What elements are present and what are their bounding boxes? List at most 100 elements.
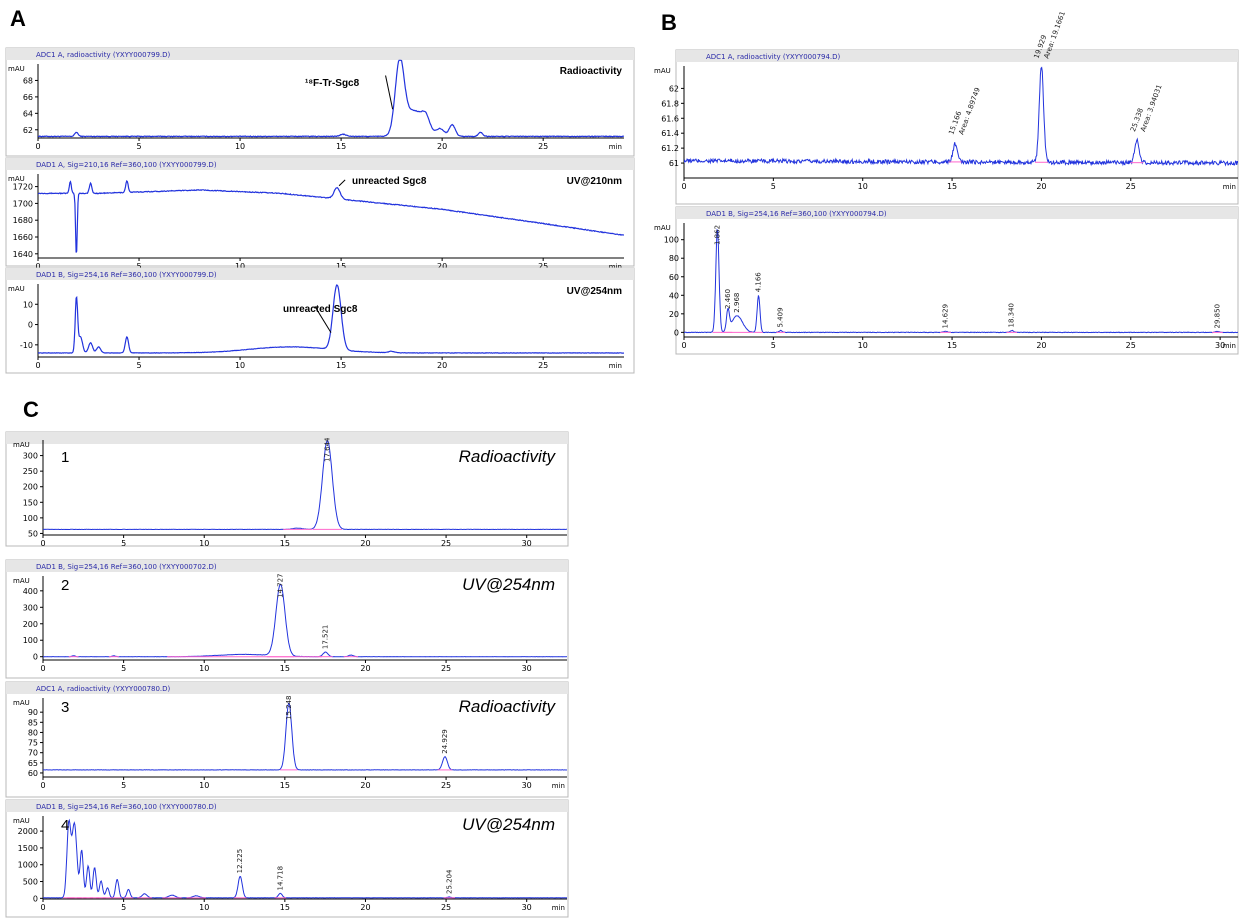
y-axis-label: mAU	[13, 699, 30, 707]
panel-title-bar	[676, 50, 1238, 62]
x-tick-label: 15	[336, 361, 346, 370]
y-tick-label: 60	[28, 769, 38, 778]
trace-label: UV@254nm	[462, 575, 555, 594]
x-tick-label: 25	[1126, 341, 1136, 350]
panel-title: DAD1 B, Sig=254,16 Ref=360,100 (YXYY0007…	[36, 563, 217, 571]
x-tick-label: 5	[121, 664, 126, 673]
x-tick-label: 20	[1036, 341, 1046, 350]
x-tick-label: 30	[522, 781, 532, 790]
x-axis-label: min	[609, 143, 622, 151]
x-tick-label: 0	[681, 182, 686, 191]
signal-trace	[38, 59, 624, 138]
y-tick-label: 40	[669, 291, 679, 300]
y-tick-label: 80	[669, 254, 679, 263]
panel-title: DAD1 B, Sig=254,16 Ref=360,100 (YXYY0007…	[36, 271, 217, 279]
panel-title: ADC1 A, radioactivity (YXYY000780.D)	[36, 685, 171, 693]
x-tick-label: 5	[136, 142, 141, 151]
y-tick-label: -10	[20, 341, 33, 350]
y-tick-label: 200	[23, 620, 38, 629]
trace-label: Radioactivity	[459, 697, 557, 716]
x-tick-label: 20	[360, 539, 370, 548]
trace-number: 3	[61, 699, 69, 716]
y-tick-label: 64	[23, 109, 33, 118]
y-tick-label: 250	[23, 467, 38, 476]
x-tick-label: 0	[40, 781, 45, 790]
y-tick-label: 50	[28, 529, 38, 538]
x-tick-label: 0	[35, 361, 40, 370]
x-tick-label: 5	[771, 182, 776, 191]
panel-title-bar	[6, 800, 568, 812]
x-axis-label: min	[609, 263, 622, 271]
y-tick-label: 1640	[13, 250, 33, 259]
x-tick-label: 30	[522, 664, 532, 673]
y-tick-label: 200	[23, 483, 38, 492]
y-axis-label: mAU	[654, 224, 671, 232]
y-tick-label: 61.4	[661, 129, 679, 138]
peak-rt-label: 25.204	[445, 869, 453, 894]
peak-rt-label: 24.929	[441, 729, 449, 754]
peak-annotation: unreacted Sgc8	[283, 304, 358, 315]
x-tick-label: 20	[437, 361, 447, 370]
y-tick-label: 1000	[18, 861, 38, 870]
y-tick-label: 1700	[13, 199, 33, 208]
trace-label: Radioactivity	[560, 66, 623, 77]
chromatogram-panel-c4: DAD1 B, Sig=254,16 Ref=360,100 (YXYY0007…	[5, 799, 569, 918]
y-tick-label: 0	[33, 894, 38, 903]
peak-rt-label: 14.629	[941, 304, 949, 329]
y-tick-label: 150	[23, 498, 38, 507]
x-tick-label: 30	[1215, 341, 1225, 350]
y-tick-label: 100	[23, 514, 38, 523]
signal-trace	[38, 179, 624, 253]
panel-frame	[5, 681, 569, 798]
peak-rt-label: 15.248	[285, 696, 293, 721]
panel-title: DAD1 B, Sig=254,16 Ref=360,100 (YXYY0007…	[36, 803, 217, 811]
peak-rt-label: 12.225	[236, 849, 244, 874]
y-axis-label: mAU	[13, 441, 30, 449]
x-tick-label: 25	[1126, 182, 1136, 191]
peak-rt-label: 29.850	[1213, 304, 1221, 329]
x-tick-label: 5	[771, 341, 776, 350]
y-tick-label: 62	[669, 84, 679, 93]
peak-annotation: unreacted Sgc8	[352, 176, 427, 187]
panel-title: DAD1 A, Sig=210,16 Ref=360,100 (YXYY0007…	[36, 161, 217, 169]
x-tick-label: 15	[280, 539, 290, 548]
x-tick-label: 10	[858, 341, 868, 350]
x-tick-label: 25	[441, 903, 451, 912]
panel-title-bar	[6, 682, 568, 694]
x-tick-label: 5	[136, 262, 141, 271]
x-axis-label: min	[552, 904, 565, 912]
x-tick-label: 20	[360, 781, 370, 790]
x-tick-label: 20	[360, 903, 370, 912]
peak-rt-label: 17.644	[323, 437, 331, 462]
chromatogram-panel-b2: DAD1 B, Sig=254,16 Ref=360,100 (YXYY0007…	[654, 206, 1239, 355]
x-tick-label: 0	[681, 341, 686, 350]
x-tick-label: 30	[522, 539, 532, 548]
panel-title-bar	[6, 158, 634, 170]
x-tick-label: 15	[280, 664, 290, 673]
chromatogram-panel-a3: DAD1 B, Sig=254,16 Ref=360,100 (YXYY0007…	[5, 267, 635, 374]
x-tick-label: 0	[35, 142, 40, 151]
y-tick-label: 0	[674, 328, 679, 337]
trace-number: 1	[61, 449, 69, 466]
y-tick-label: 300	[23, 603, 38, 612]
y-axis-label: mAU	[8, 65, 25, 73]
peak-rt-label: 2.460	[724, 289, 732, 309]
x-tick-label: 0	[40, 664, 45, 673]
signal-trace	[43, 818, 567, 899]
panel-frame	[5, 157, 635, 267]
chromatogram-panel-a1: ADC1 A, radioactivity (YXYY000799.D) mAU m…	[5, 47, 635, 157]
x-tick-label: 25	[441, 781, 451, 790]
x-tick-label: 15	[280, 903, 290, 912]
y-axis-label: mAU	[8, 285, 25, 293]
x-tick-label: 25	[441, 664, 451, 673]
x-tick-label: 20	[1036, 182, 1046, 191]
x-tick-label: 5	[121, 539, 126, 548]
peak-rt-label: 14.718	[276, 866, 284, 891]
y-tick-label: 90	[28, 708, 38, 717]
panel-frame	[5, 431, 569, 547]
panel-label-a: A	[10, 6, 26, 31]
x-tick-label: 15	[947, 341, 957, 350]
trace-label: UV@254nm	[462, 815, 555, 834]
y-tick-label: 0	[33, 653, 38, 662]
